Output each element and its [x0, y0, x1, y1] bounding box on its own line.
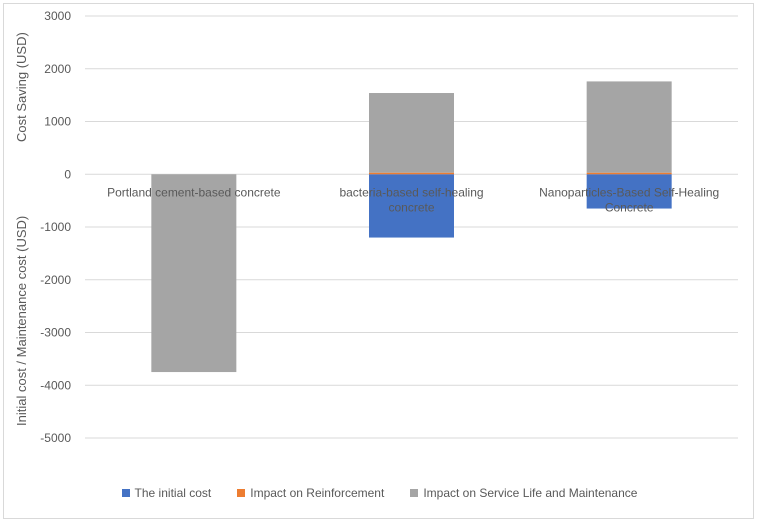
y-tick-label: 1000	[44, 115, 71, 129]
category-label: bacteria-based self-healing concrete	[339, 185, 483, 214]
category-label: Nanoparticles-Based Self-Healing Concrete	[539, 185, 719, 214]
bar-segment	[586, 174, 672, 209]
y-tick-label: -1000	[40, 220, 71, 234]
y-tick-labels: 3000 2000 1000 0 -1000 -2000 -3000 -4000 -5000	[40, 9, 71, 445]
legend-swatch	[121, 489, 130, 497]
legend-label: The initial cost	[134, 486, 212, 500]
bar-segment	[369, 174, 454, 238]
y-tick-label: -3000	[40, 326, 71, 340]
bar-segment	[369, 93, 454, 173]
legend: The initial cost Impact on Reinforcement I…	[0, 484, 759, 502]
bar-segment	[586, 81, 672, 173]
legend-item: Impact on Service Life and Maintenance	[410, 484, 637, 502]
y-axis-title-top: Cost Saving (USD)	[14, 32, 29, 142]
y-tick-label: 0	[64, 167, 71, 181]
y-tick-label: -4000	[40, 378, 71, 392]
bars	[151, 81, 672, 373]
category-label: Portland cement-based concrete	[107, 185, 281, 199]
grid-lines	[85, 15, 738, 439]
y-tick-label: -2000	[40, 273, 71, 287]
bar-segment	[586, 172, 672, 175]
legend-swatch	[410, 489, 419, 497]
y-tick-label: 3000	[44, 9, 71, 23]
legend-label: Impact on Reinforcement	[250, 486, 385, 500]
legend-label: Impact on Service Life and Maintenance	[423, 486, 638, 500]
y-tick-label: 2000	[44, 62, 71, 76]
category-labels: Portland cement-based concrete bacteria-b…	[107, 185, 719, 214]
bar-segment	[151, 174, 237, 373]
y-tick-label: -5000	[40, 431, 71, 445]
legend-item: Impact on Reinforcement	[237, 484, 384, 502]
y-axis-title-bottom: Initial cost / Maintenance cost (USD)	[14, 216, 29, 426]
legend-swatch	[237, 489, 246, 497]
bar-segment	[369, 172, 454, 175]
legend-item: The initial cost	[121, 484, 212, 502]
